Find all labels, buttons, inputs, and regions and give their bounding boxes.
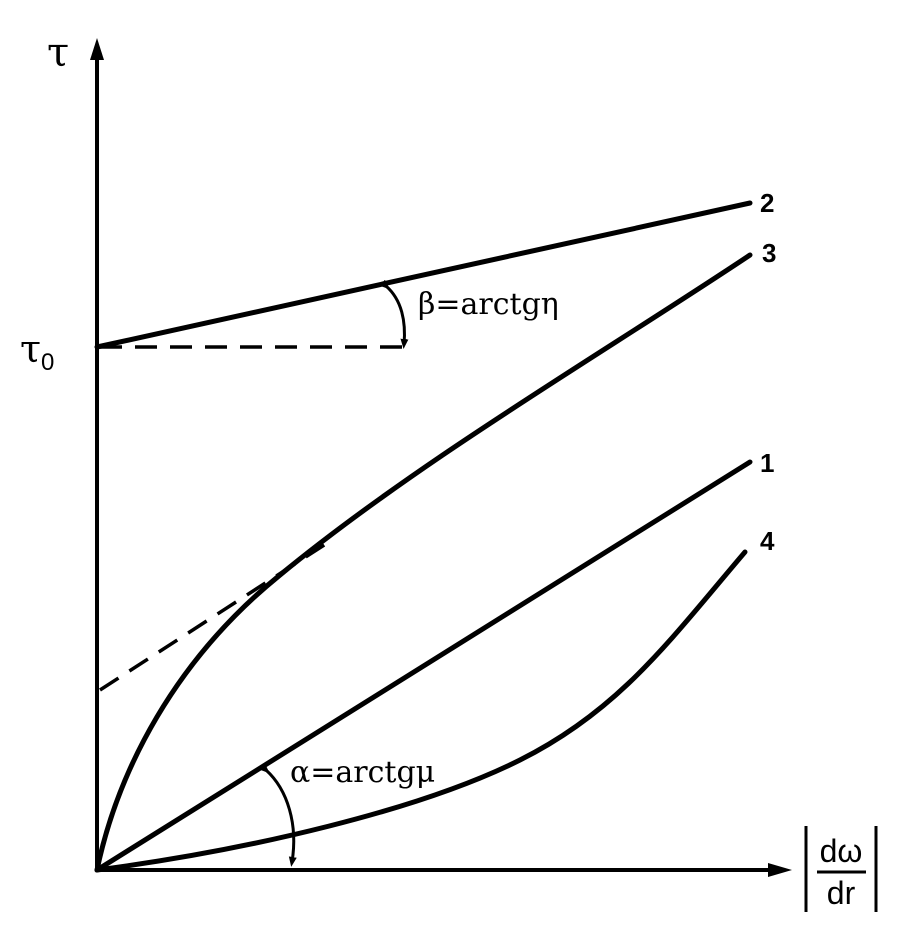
alpha-angle-arc [259, 763, 297, 867]
alpha-annotation: α=arctgμ [290, 755, 435, 790]
x-axis-label-numerator: dω [820, 833, 863, 869]
y-axis-arrow [90, 38, 104, 60]
curve-3-asymptote-dashed [99, 536, 336, 692]
curve-label-1: 1 [760, 448, 774, 478]
curve-label-4: 4 [760, 526, 775, 556]
beta-angle-arc [379, 279, 409, 349]
y-axis-label: τ [47, 30, 69, 76]
curve-3 [94, 252, 753, 873]
yield-stress-subscript: 0 [41, 349, 54, 376]
curve-label-3: 3 [762, 238, 776, 268]
curve-1 [94, 459, 753, 873]
curve-2 [94, 200, 753, 350]
curve-4 [94, 549, 748, 873]
x-axis-label-denominator: dr [827, 875, 856, 911]
yield-stress-label: τ0 [20, 327, 54, 376]
x-axis-label: dω dr [804, 826, 878, 912]
beta-annotation: β=arctgη [418, 287, 559, 322]
curve-label-2: 2 [760, 188, 774, 218]
yield-stress-symbol: τ [20, 327, 41, 371]
x-axis-arrow [768, 863, 792, 877]
